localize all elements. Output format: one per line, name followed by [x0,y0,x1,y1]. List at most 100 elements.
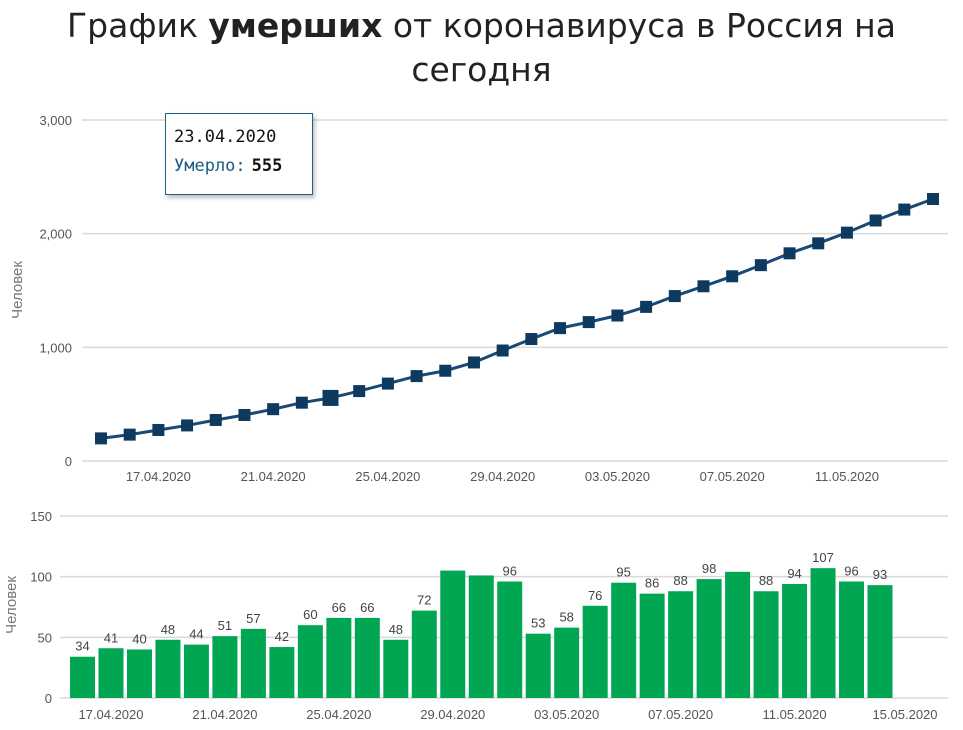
data-point [439,364,452,377]
bar-value-label: 76 [588,588,602,603]
y-tick-label: 0 [65,454,72,469]
bar-value-label: 95 [616,565,630,580]
bar-value-label: 66 [360,600,374,615]
data-point [726,270,739,283]
bar [611,582,637,698]
bar [525,633,551,698]
x-tick-label: 25.04.2020 [355,469,420,484]
bar [497,581,523,698]
data-point [927,192,939,205]
y-tick-label: 1,000 [39,340,72,355]
data-point [295,396,308,409]
bar [554,627,580,698]
data-point [840,226,853,239]
data-point [525,333,538,346]
bar [212,636,238,698]
bar [126,649,152,698]
bar-value-label: 94 [787,566,801,581]
bar-value-label: 107 [812,550,834,565]
x-tick-label: 29.04.2020 [420,707,485,722]
bar [782,583,808,698]
bar-value-label: 58 [559,610,573,625]
data-point [467,356,480,369]
bar [98,648,124,698]
x-tick-label: 29.04.2020 [470,469,535,484]
bar [753,591,779,698]
bar-value-label: 88 [759,573,773,588]
x-tick-label: 07.05.2020 [700,469,765,484]
bar [269,647,295,698]
bar-value-label: 48 [389,622,403,637]
bar-value-label: 40 [132,631,146,646]
bar [326,617,352,698]
y-tick-label: 100 [30,570,52,585]
title-suffix: от коронавируса в Россия на сегодня [382,6,896,89]
bar [297,625,323,698]
bar-value-label: 57 [246,611,260,626]
chart-tooltip: 23.04.2020 Умерло: 555 [165,113,313,195]
bar [668,591,694,698]
bar [240,628,266,698]
bar [839,581,865,698]
bar [383,639,409,698]
bar [440,570,466,698]
x-tick-label: 21.04.2020 [241,469,306,484]
y-axis-label: Человек [3,576,20,634]
data-point [267,403,280,416]
data-point [353,385,366,398]
bar-value-label: 51 [218,618,232,633]
bar-value-label: 86 [645,576,659,591]
x-tick-label: 21.04.2020 [192,707,257,722]
data-point [754,259,767,272]
x-tick-label: 11.05.2020 [815,469,879,484]
bar [183,644,209,698]
x-tick-label: 25.04.2020 [306,707,371,722]
bar [411,610,437,698]
bar [155,639,181,698]
bar-value-label: 42 [275,629,289,644]
bar-value-label: 48 [161,622,175,637]
tooltip-value: 555 [251,156,283,176]
bar [639,593,665,698]
bar-value-label: 96 [844,564,858,579]
bar [810,568,836,698]
bar [867,585,893,698]
data-point [496,344,509,357]
deaths-cumulative-chart[interactable]: 0 1,000 2,000 3,000 Человек 17.04.2020 21.04.2… [0,0,963,500]
tooltip-label: Умерло: [174,156,246,176]
y-tick-label: 50 [38,630,52,645]
x-tick-label: 15.05.2020 [872,707,937,722]
data-point [152,423,165,436]
bar-value-label: 96 [502,564,516,579]
bar-value-label: 98 [702,561,716,576]
bar [468,575,494,698]
bar-value-label: 60 [303,607,317,622]
y-tick-label: 2,000 [39,227,72,242]
y-tick-label: 150 [30,509,52,524]
bar-value-label: 53 [531,616,545,631]
bar [725,571,751,698]
data-point [209,413,222,426]
title-bold: умерших [208,6,383,45]
y-tick-label: 0 [45,691,52,706]
bar [70,656,95,698]
page-title: График умерших от коронавируса в Россия … [0,4,963,92]
bar [354,617,380,698]
x-tick-label: 17.04.2020 [126,469,191,484]
data-point [95,432,107,445]
data-point [898,203,911,216]
bar-value-label: 41 [104,630,118,645]
data-point [869,214,882,227]
bar-value-label: 34 [75,639,89,654]
data-point [668,290,681,303]
y-axis-label: Человек [9,261,26,319]
data-point [554,322,567,335]
data-point [640,300,653,313]
x-tick-label: 17.04.2020 [78,707,143,722]
data-point [181,419,194,432]
data-point [697,280,710,293]
data-point [611,309,624,322]
title-prefix: График [67,6,209,45]
data-point [322,389,339,406]
